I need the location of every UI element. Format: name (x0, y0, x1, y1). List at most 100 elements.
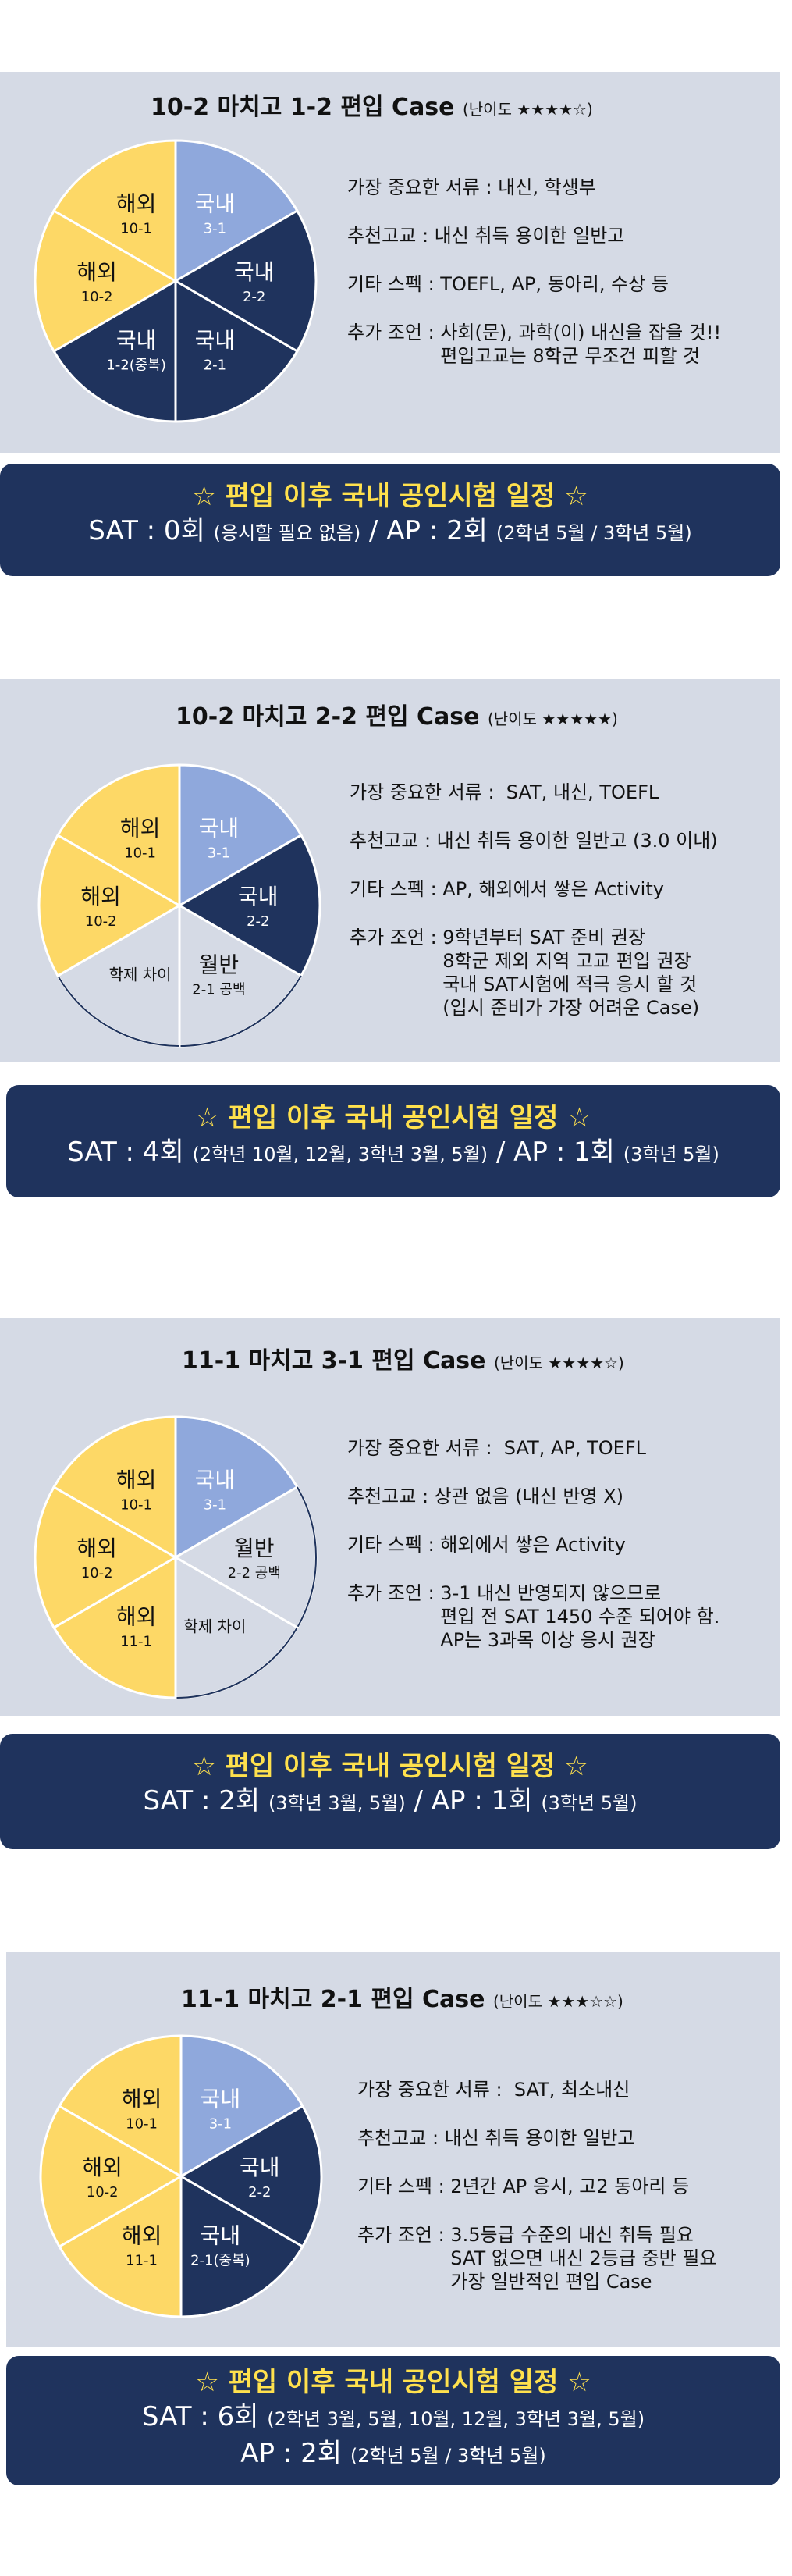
pie-slice-label: 해외 (122, 2087, 162, 2112)
pie-slice (52, 279, 177, 423)
info-separator: : (432, 2176, 451, 2197)
info-label: 가장 중요한 서류 (357, 2079, 490, 2101)
pie-slice-label: 국내 (195, 191, 236, 217)
pie-slice-sublabel: 2-2 (243, 289, 265, 305)
pie-slice (52, 1555, 177, 1699)
info-value: 상관 없음 (내신 반영 X) (435, 1485, 623, 1508)
banner-line: SAT : 6회 (2학년 3월, 5월, 10월, 12월, 3학년 3월, … (6, 2400, 780, 2436)
banner-text: (2학년 5월 / 3학년 5월) (350, 2445, 546, 2467)
info-row: 가장 중요한 서류 : SAT, 내신, TOEFL (350, 781, 718, 804)
info-separator: : (424, 878, 443, 900)
pie-slice (56, 763, 181, 908)
pie-slice (52, 1415, 177, 1560)
info-value-line: 내신 취득 용이한 일반고 (444, 2127, 635, 2149)
info-separator: : (416, 225, 435, 247)
pie-slice (37, 833, 183, 978)
pie-chart: 국내 3-1 국내 2-2 월반 2-1 공백 학제 차이 해외 10-2 해외 10-1 (37, 763, 321, 1048)
info-row: 추가 조언 : 3.5등급 수준의 내신 취득 필요 SAT 없으면 내신 2등급… (357, 2223, 717, 2293)
info-row: 추가 조언 : 9학년부터 SAT 준비 권장 8학군 제외 지역 고교 편입 권… (350, 926, 718, 1019)
pie-slice (174, 279, 299, 423)
info-label: 추가 조언 (357, 2224, 432, 2246)
info-value: 내신 취득 용이한 일반고 (3.0 이내) (437, 829, 718, 852)
info-value-line: SAT, AP, TOEFL (498, 1437, 646, 1459)
info-value: SAT, 내신, TOEFL (500, 781, 659, 804)
pie-slice (34, 1485, 179, 1630)
pie-slice (179, 2034, 304, 2179)
info-row: 가장 중요한 서류 : 내신, 학생부 (347, 176, 721, 199)
info-label: 가장 중요한 서류 (350, 781, 482, 803)
case-info: 가장 중요한 서류 : SAT, 내신, TOEFL 추천고교 : 내신 취득 용… (350, 781, 718, 1044)
pie-slice-label: 국내 (195, 1468, 236, 1493)
pie-slice-sublabel: 2-2 (247, 913, 269, 930)
case-title-row: 10-2 마치고 2-2 편입 Case (난이도 ★★★★★) (176, 697, 618, 731)
pie-slice-outline (297, 1486, 317, 1628)
pie-slice-label: 국내 (201, 2087, 241, 2112)
pie-slice-label: 국내 (195, 327, 236, 353)
info-row: 추천고교 : 내신 취득 용이한 일반고 (347, 224, 721, 247)
info-row: 기타 스펙 : AP, 해외에서 쌓은 Activity (350, 877, 718, 901)
exam-schedule-banner: ☆ 편입 이후 국내 공인시험 일정 ☆ SAT : 4회 (2학년 10월, 1… (6, 1085, 780, 1197)
info-separator: : (421, 1582, 441, 1604)
info-value-line: 내신, 학생부 (498, 176, 596, 198)
banner-text: (2학년 5월 / 3학년 5월) (495, 522, 692, 544)
info-value-line: 국내 SAT시험에 적극 응시 할 것 (442, 973, 698, 995)
info-row: 추가 조언 : 3-1 내신 반영되지 않으므로 편입 전 SAT 1450 수준… (347, 1582, 719, 1652)
info-label: 추천고교 (357, 2127, 427, 2149)
case-title-row: 11-1 마치고 2-1 편입 Case (난이도 ★★★☆☆) (181, 1980, 623, 2014)
pie-slice (178, 763, 303, 908)
banner-line: SAT : 4회 (2학년 10월, 12월, 3학년 3월, 5월) / AP… (6, 1135, 780, 1172)
info-row: 기타 스펙 : TOEFL, AP, 동아리, 수상 등 (347, 272, 721, 296)
info-label: 추천고교 (347, 1485, 417, 1507)
info-label: 추가 조언 (347, 322, 422, 343)
banner-line: SAT : 2회 (3학년 3월, 5월) / AP : 1회 (3학년 5월) (0, 1784, 780, 1820)
pie-slice-sublabel: 3-1 (204, 221, 226, 237)
pie-slice (179, 2174, 304, 2318)
info-value-line: TOEFL, AP, 동아리, 수상 등 (440, 273, 669, 295)
info-value: 내신, 학생부 (498, 176, 596, 199)
banner-text: (3학년 5월) (623, 1144, 719, 1165)
info-value: SAT, AP, TOEFL (498, 1436, 646, 1460)
info-value-line: 해외에서 쌓은 Activity (440, 1534, 626, 1556)
info-label: 기타 스펙 (357, 2176, 432, 2197)
info-separator: : (421, 273, 441, 295)
info-value: 해외에서 쌓은 Activity (440, 1533, 626, 1557)
banner-text: SAT : 4회 (67, 1137, 193, 1168)
info-value: 3.5등급 수준의 내신 취득 필요 SAT 없으면 내신 2등급 중반 필요 가장… (450, 2223, 716, 2293)
banner-title: ☆ 편입 이후 국내 공인시험 일정 ☆ (195, 2367, 591, 2398)
banner-text: (3학년 5월) (541, 1792, 638, 1814)
banner-title: ☆ 편입 이후 국내 공인시험 일정 ☆ (192, 1751, 588, 1782)
pie-slice-sublabel: 2-1(중복) (190, 2252, 250, 2268)
pie-slice-label: 국내 (199, 816, 240, 841)
pie-slice-sublabel: 11-1 (126, 2252, 158, 2268)
info-value: SAT, 최소내신 (508, 2078, 630, 2101)
info-value-line: 내신 취득 용이한 일반고 (3.0 이내) (436, 830, 718, 852)
case-title-row: 11-1 마치고 3-1 편입 Case (난이도 ★★★★☆) (182, 1341, 624, 1375)
banner-text: / AP : 1회 (405, 1785, 542, 1816)
exam-schedule-banner: ☆ 편입 이후 국내 공인시험 일정 ☆ SAT : 2회 (3학년 3월, 5월… (0, 1734, 780, 1849)
banner-title: ☆ 편입 이후 국내 공인시험 일정 ☆ (195, 1102, 591, 1133)
case-title: 11-1 마치고 3-1 편입 Case (182, 1347, 486, 1375)
info-separator: : (489, 2079, 509, 2101)
banner-line: SAT : 0회 (응시할 필요 없음) / AP : 2회 (2학년 5월 /… (0, 514, 780, 550)
banner-text: / AP : 1회 (488, 1137, 623, 1168)
pie-slice-outline (57, 975, 180, 1047)
info-label: 추가 조언 (347, 1582, 422, 1604)
info-separator: : (481, 781, 501, 803)
info-row: 추가 조언 : 사회(문), 과학(이) 내신을 잡을 것!! 편입고교는 8학군… (347, 321, 721, 368)
info-row: 가장 중요한 서류 : SAT, 최소내신 (357, 2078, 717, 2101)
info-value-line: 내신 취득 용이한 일반고 (434, 225, 625, 247)
info-label: 추천고교 (350, 830, 419, 852)
pie-slice-sublabel: 10-2 (87, 2184, 119, 2201)
info-value: 내신 취득 용이한 일반고 (445, 2126, 635, 2150)
pie-slice-outline (175, 1627, 298, 1699)
info-label: 기타 스펙 (347, 1534, 422, 1556)
difficulty-rating: (난이도 ★★★★★) (487, 710, 618, 728)
banner-text: AP : 2회 (240, 2438, 350, 2469)
info-separator: : (418, 830, 437, 852)
pie-slice-sublabel: 2-1 공백 (192, 981, 245, 998)
info-value: 3-1 내신 반영되지 않으므로 편입 전 SAT 1450 수준 되어야 함. A… (440, 1582, 719, 1652)
pie-slice-sublabel: 10-1 (120, 1497, 152, 1514)
difficulty-rating: (난이도 ★★★★☆) (462, 100, 593, 119)
pie-slice-label: 해외 (76, 1535, 117, 1561)
